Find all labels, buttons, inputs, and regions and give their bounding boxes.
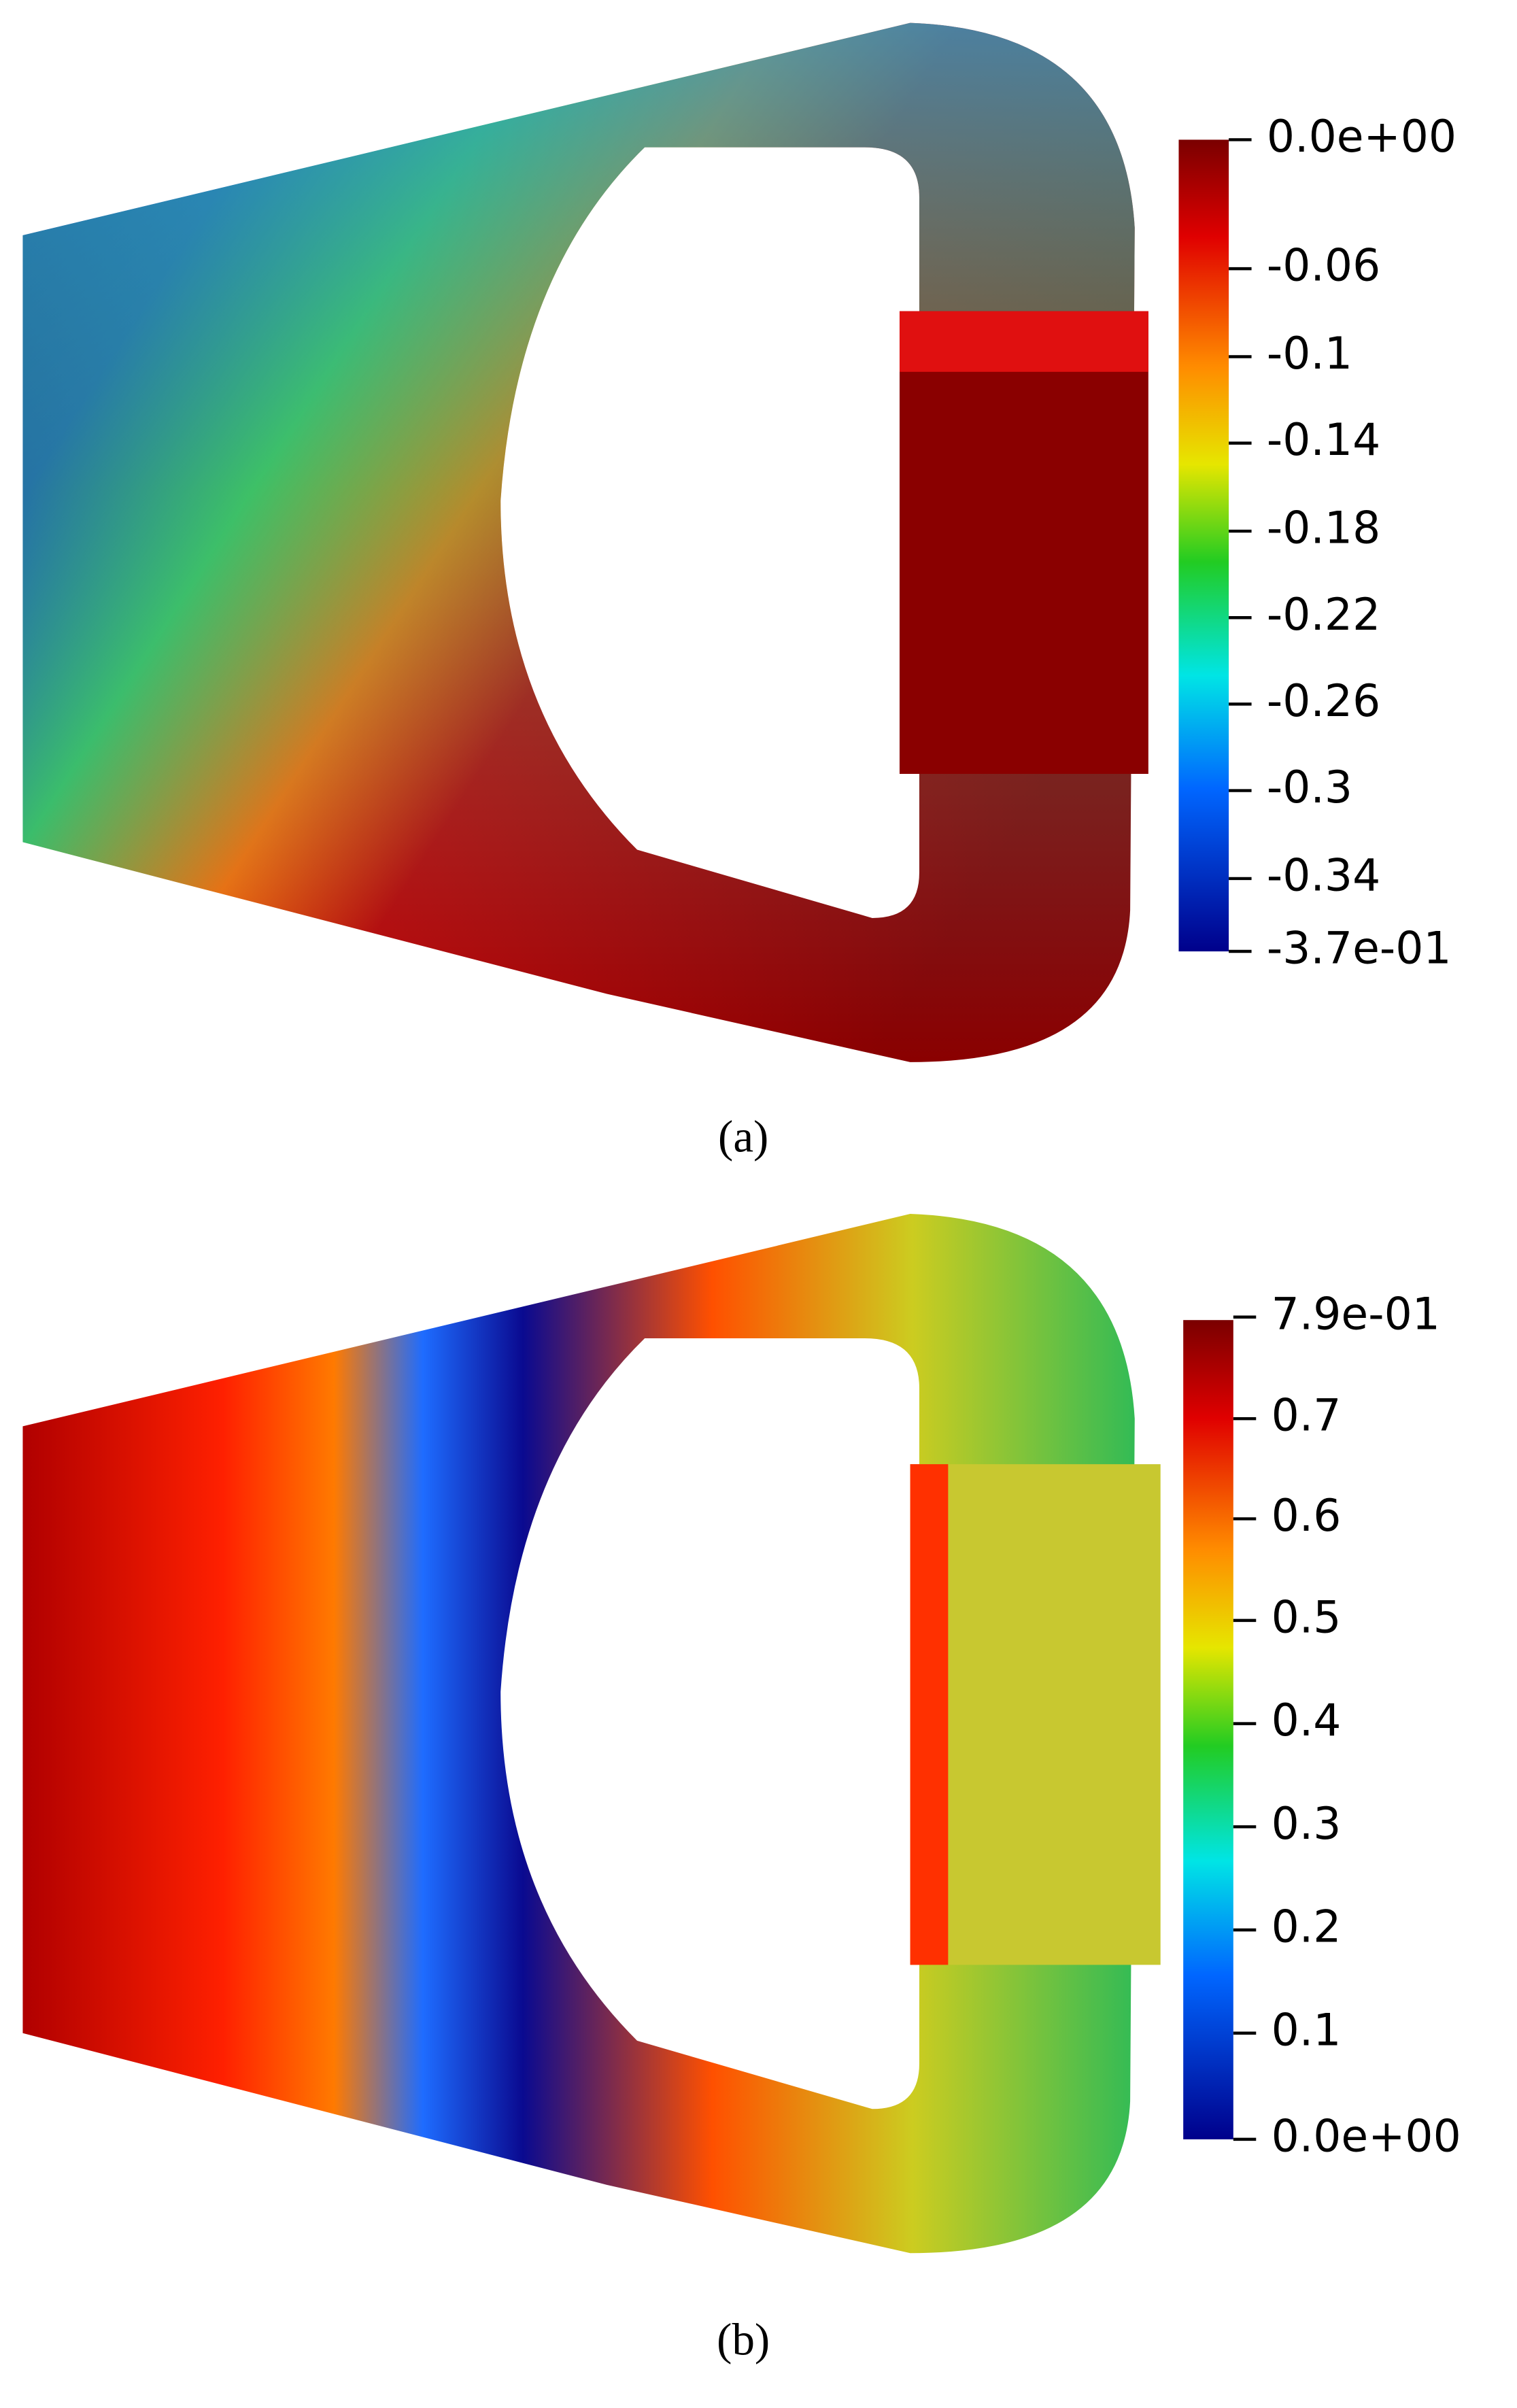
clamp-block [910,1464,1161,1965]
colorbar-label: -0.1 [1267,328,1352,379]
colorbar-label: 0.2 [1272,1902,1342,1953]
colorbar-label: 0.0e+00 [1267,112,1456,163]
panel-a [22,22,1148,1062]
colorbar-label: 0.6 [1272,1491,1342,1542]
colorbar-label: -0.14 [1267,415,1380,466]
colorbar-label: 0.7 [1272,1391,1342,1442]
clamp-edge [910,1464,949,1965]
caption: (a) [718,1111,768,1161]
colorbar-label: 0.0e+00 [1272,2111,1461,2162]
annotations: 0.0e+00 -0.06 -0.1 -0.14 -0.18 -0.22 -0.26 -0.3… [717,112,1461,2364]
colorbar-label: -0.22 [1267,590,1380,641]
colorbar-label: 0.4 [1272,1695,1342,1746]
colorbar-label: -0.06 [1267,241,1380,292]
colorbar [1178,139,1229,952]
clamp-block [899,311,1148,775]
colorbar-label: 0.5 [1272,1592,1342,1643]
colorbar-label: 0.3 [1272,1799,1342,1850]
panel-b [22,1214,1161,2254]
colorbar [1183,1320,1233,2139]
colorbar-label: -0.3 [1267,762,1352,813]
colorbar-label: 0.1 [1272,2005,1342,2056]
colorbar-label: -0.26 [1267,676,1380,727]
colorbar-label: -0.34 [1267,851,1380,902]
caption: (b) [717,2314,770,2364]
colorbar-label: 7.9e-01 [1272,1289,1440,1340]
colorbar-label: -3.7e-01 [1267,923,1452,974]
clamp-edge [899,311,1148,372]
colorbar-label: -0.18 [1267,503,1380,554]
